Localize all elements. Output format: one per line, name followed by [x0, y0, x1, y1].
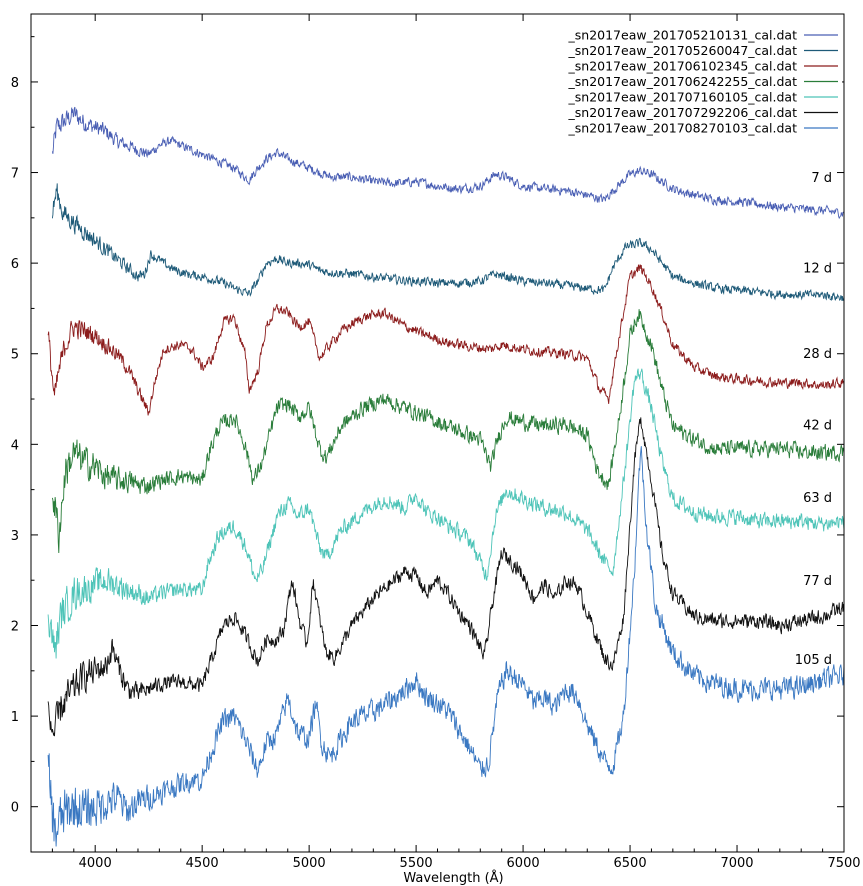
spectrum-line-6 — [47, 417, 844, 737]
y-tick-label: 2 — [11, 620, 19, 635]
epoch-label: 63 d — [803, 491, 832, 506]
y-tick-label: 1 — [11, 710, 19, 725]
y-tick-label: 4 — [11, 438, 19, 453]
legend-entry-label: _sn2017eaw_201707292206_cal.dat — [568, 105, 798, 120]
spectrum-line-4 — [51, 309, 844, 554]
legend-entry-label: _sn2017eaw_201705210131_cal.dat — [568, 28, 798, 43]
legend-entry-label: _sn2017eaw_201706102345_cal.dat — [568, 59, 798, 74]
x-axis-title: Wavelength (Å) — [403, 870, 503, 886]
legend-background — [530, 24, 842, 139]
y-tick-label: 3 — [11, 529, 19, 544]
legend-entry-label: _sn2017eaw_201706242255_cal.dat — [568, 74, 798, 89]
epoch-label: 42 d — [803, 418, 832, 433]
x-tick-label: 6500 — [614, 856, 647, 871]
x-tick-label: 5000 — [293, 856, 326, 871]
epoch-labels: 7 d 12 d 28 d 42 d 63 d 77 d 105 d — [795, 171, 832, 668]
epoch-label: 7 d — [811, 171, 832, 186]
plot-frame — [30, 13, 845, 853]
series-layer — [47, 106, 844, 847]
spectrum-line-2 — [51, 183, 844, 302]
x-tick-label: 7500 — [827, 856, 860, 871]
legend-entry-label: _sn2017eaw_201708270103_cal.dat — [568, 121, 798, 136]
legend-entry-label: _sn2017eaw_201707160105_cal.dat — [568, 90, 798, 105]
spectrum-line-1 — [51, 106, 844, 220]
y-tick-label: 6 — [11, 257, 19, 272]
y-tick-label: 8 — [11, 76, 19, 91]
spectrum-line-7 — [47, 446, 844, 847]
y-tick-label: 7 — [11, 167, 19, 182]
epoch-label: 12 d — [803, 262, 832, 277]
epoch-label: 28 d — [803, 347, 832, 362]
epoch-label: 105 d — [795, 653, 832, 668]
spectrum-line-3 — [47, 264, 844, 416]
legend: _sn2017eaw_201705210131_cal.dat_sn2017ea… — [530, 24, 842, 139]
x-tick-label: 7000 — [720, 856, 753, 871]
x-tick-label: 4500 — [186, 856, 219, 871]
spectrum-line-5 — [47, 368, 844, 659]
legend-entry-label: _sn2017eaw_201705260047_cal.dat — [568, 43, 798, 58]
x-tick-label: 4000 — [79, 856, 112, 871]
y-tick-label: 0 — [11, 801, 19, 816]
x-tick-label: 6000 — [507, 856, 540, 871]
x-tick-label: 5500 — [400, 856, 433, 871]
epoch-label: 77 d — [803, 574, 832, 589]
y-tick-label: 5 — [11, 348, 19, 363]
tick-layer: 4000 4500 5000 5500 6000 6500 7000 7500 0 1 2 3 4 5 6 7… — [11, 14, 861, 871]
